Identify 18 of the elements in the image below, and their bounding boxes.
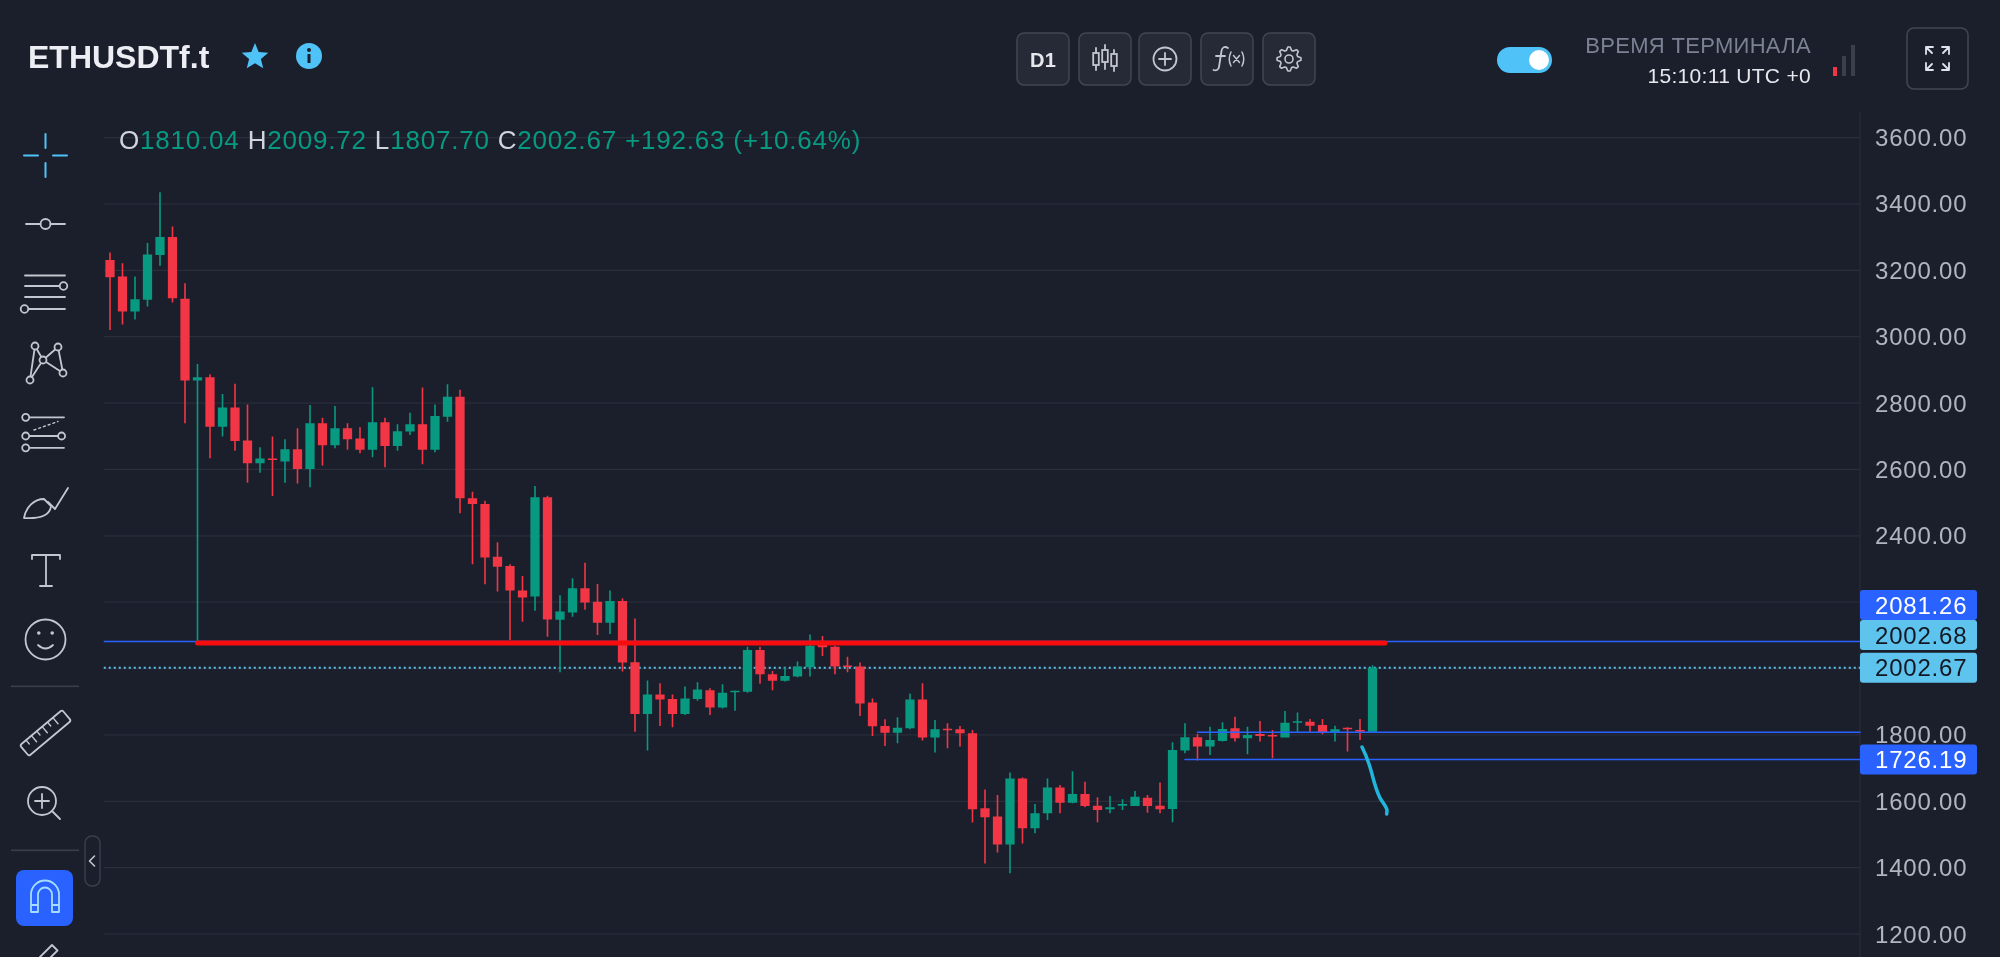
ref-line-label: 2081.26 xyxy=(1875,591,1968,619)
chart-title: ETHUSDTf.t xyxy=(28,39,210,75)
y-tick-label: 1600.00 xyxy=(1875,787,1968,815)
y-tick-label: 3000.00 xyxy=(1875,323,1968,351)
y-tick-label: 3600.00 xyxy=(1875,124,1968,152)
y-tick-label: 2800.00 xyxy=(1875,389,1968,417)
y-tick-label: 2600.00 xyxy=(1875,455,1968,483)
text: O1810.04 H2009.72 L1807.70 C2002.67 +192.63 (+10.64%) xyxy=(119,125,862,155)
y-tick-label: 2400.00 xyxy=(1875,522,1968,550)
text: ВРЕМЯ ТЕРМИНАЛА xyxy=(1585,32,1812,58)
y-tick-label: 1400.00 xyxy=(1875,854,1968,882)
y-tick-label: 3400.00 xyxy=(1875,190,1968,218)
ref-line-label: 2002.67 xyxy=(1875,654,1968,682)
text: 2002.68 xyxy=(1875,621,1968,649)
text: D1 xyxy=(1029,49,1057,71)
y-tick-label: 3200.00 xyxy=(1875,256,1968,284)
text: 15:10:11 UTC +0 xyxy=(1647,63,1811,87)
y-tick-label: 1200.00 xyxy=(1875,920,1968,948)
